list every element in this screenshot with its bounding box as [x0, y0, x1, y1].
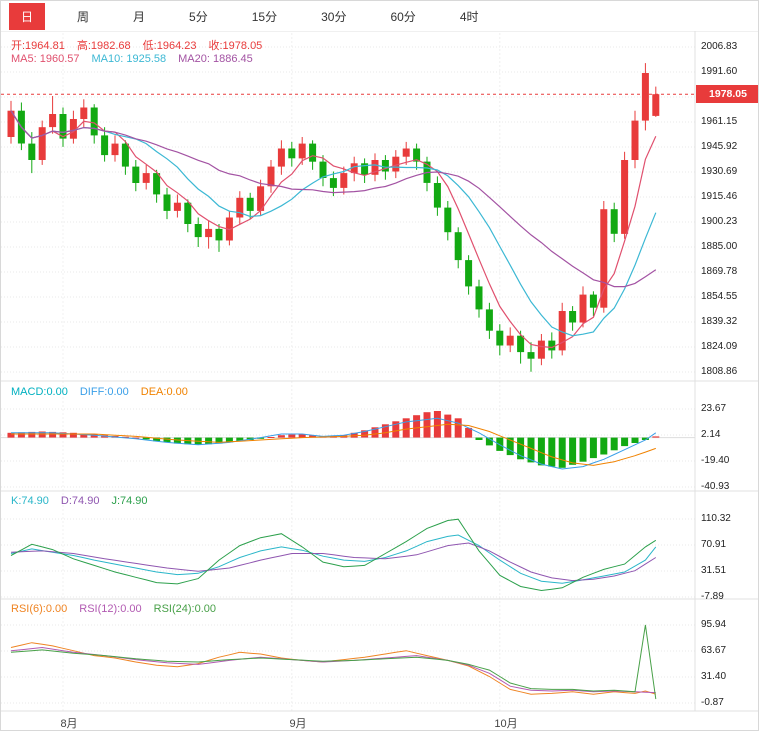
timeframe-tab-30分[interactable]: 30分 [321, 9, 347, 24]
timeframe-tab-5分[interactable]: 5分 [189, 9, 208, 24]
timeframe-tab-60分[interactable]: 60分 [390, 9, 416, 24]
timeframe-tab-15分[interactable]: 15分 [251, 9, 278, 24]
ma-lines [10, 110, 657, 349]
timeframe-tab-月[interactable]: 月 [133, 9, 146, 24]
timeframe-tab-4时[interactable]: 4时 [459, 9, 479, 24]
timeframe-toolbar: 日 周 月 5分 15分 30分 60分 4时 [1, 1, 758, 31]
current-price-badge: 1978.05 [696, 85, 758, 103]
timeframe-tab-周[interactable]: 周 [77, 9, 90, 24]
rsi-panel [10, 624, 657, 700]
time-axis: 8月 9月 10月 [1, 713, 758, 730]
time-axis-month-label: 9月 [289, 718, 307, 730]
time-axis-month-label: 8月 [60, 718, 78, 730]
candlesticks[interactable] [7, 63, 660, 372]
kdj-panel [10, 518, 657, 592]
timeframe-tab-日[interactable]: 日 [9, 2, 46, 30]
panel-borders [1, 30, 758, 712]
time-axis-month-label: 10月 [494, 718, 518, 730]
macd-panel [1, 411, 695, 470]
